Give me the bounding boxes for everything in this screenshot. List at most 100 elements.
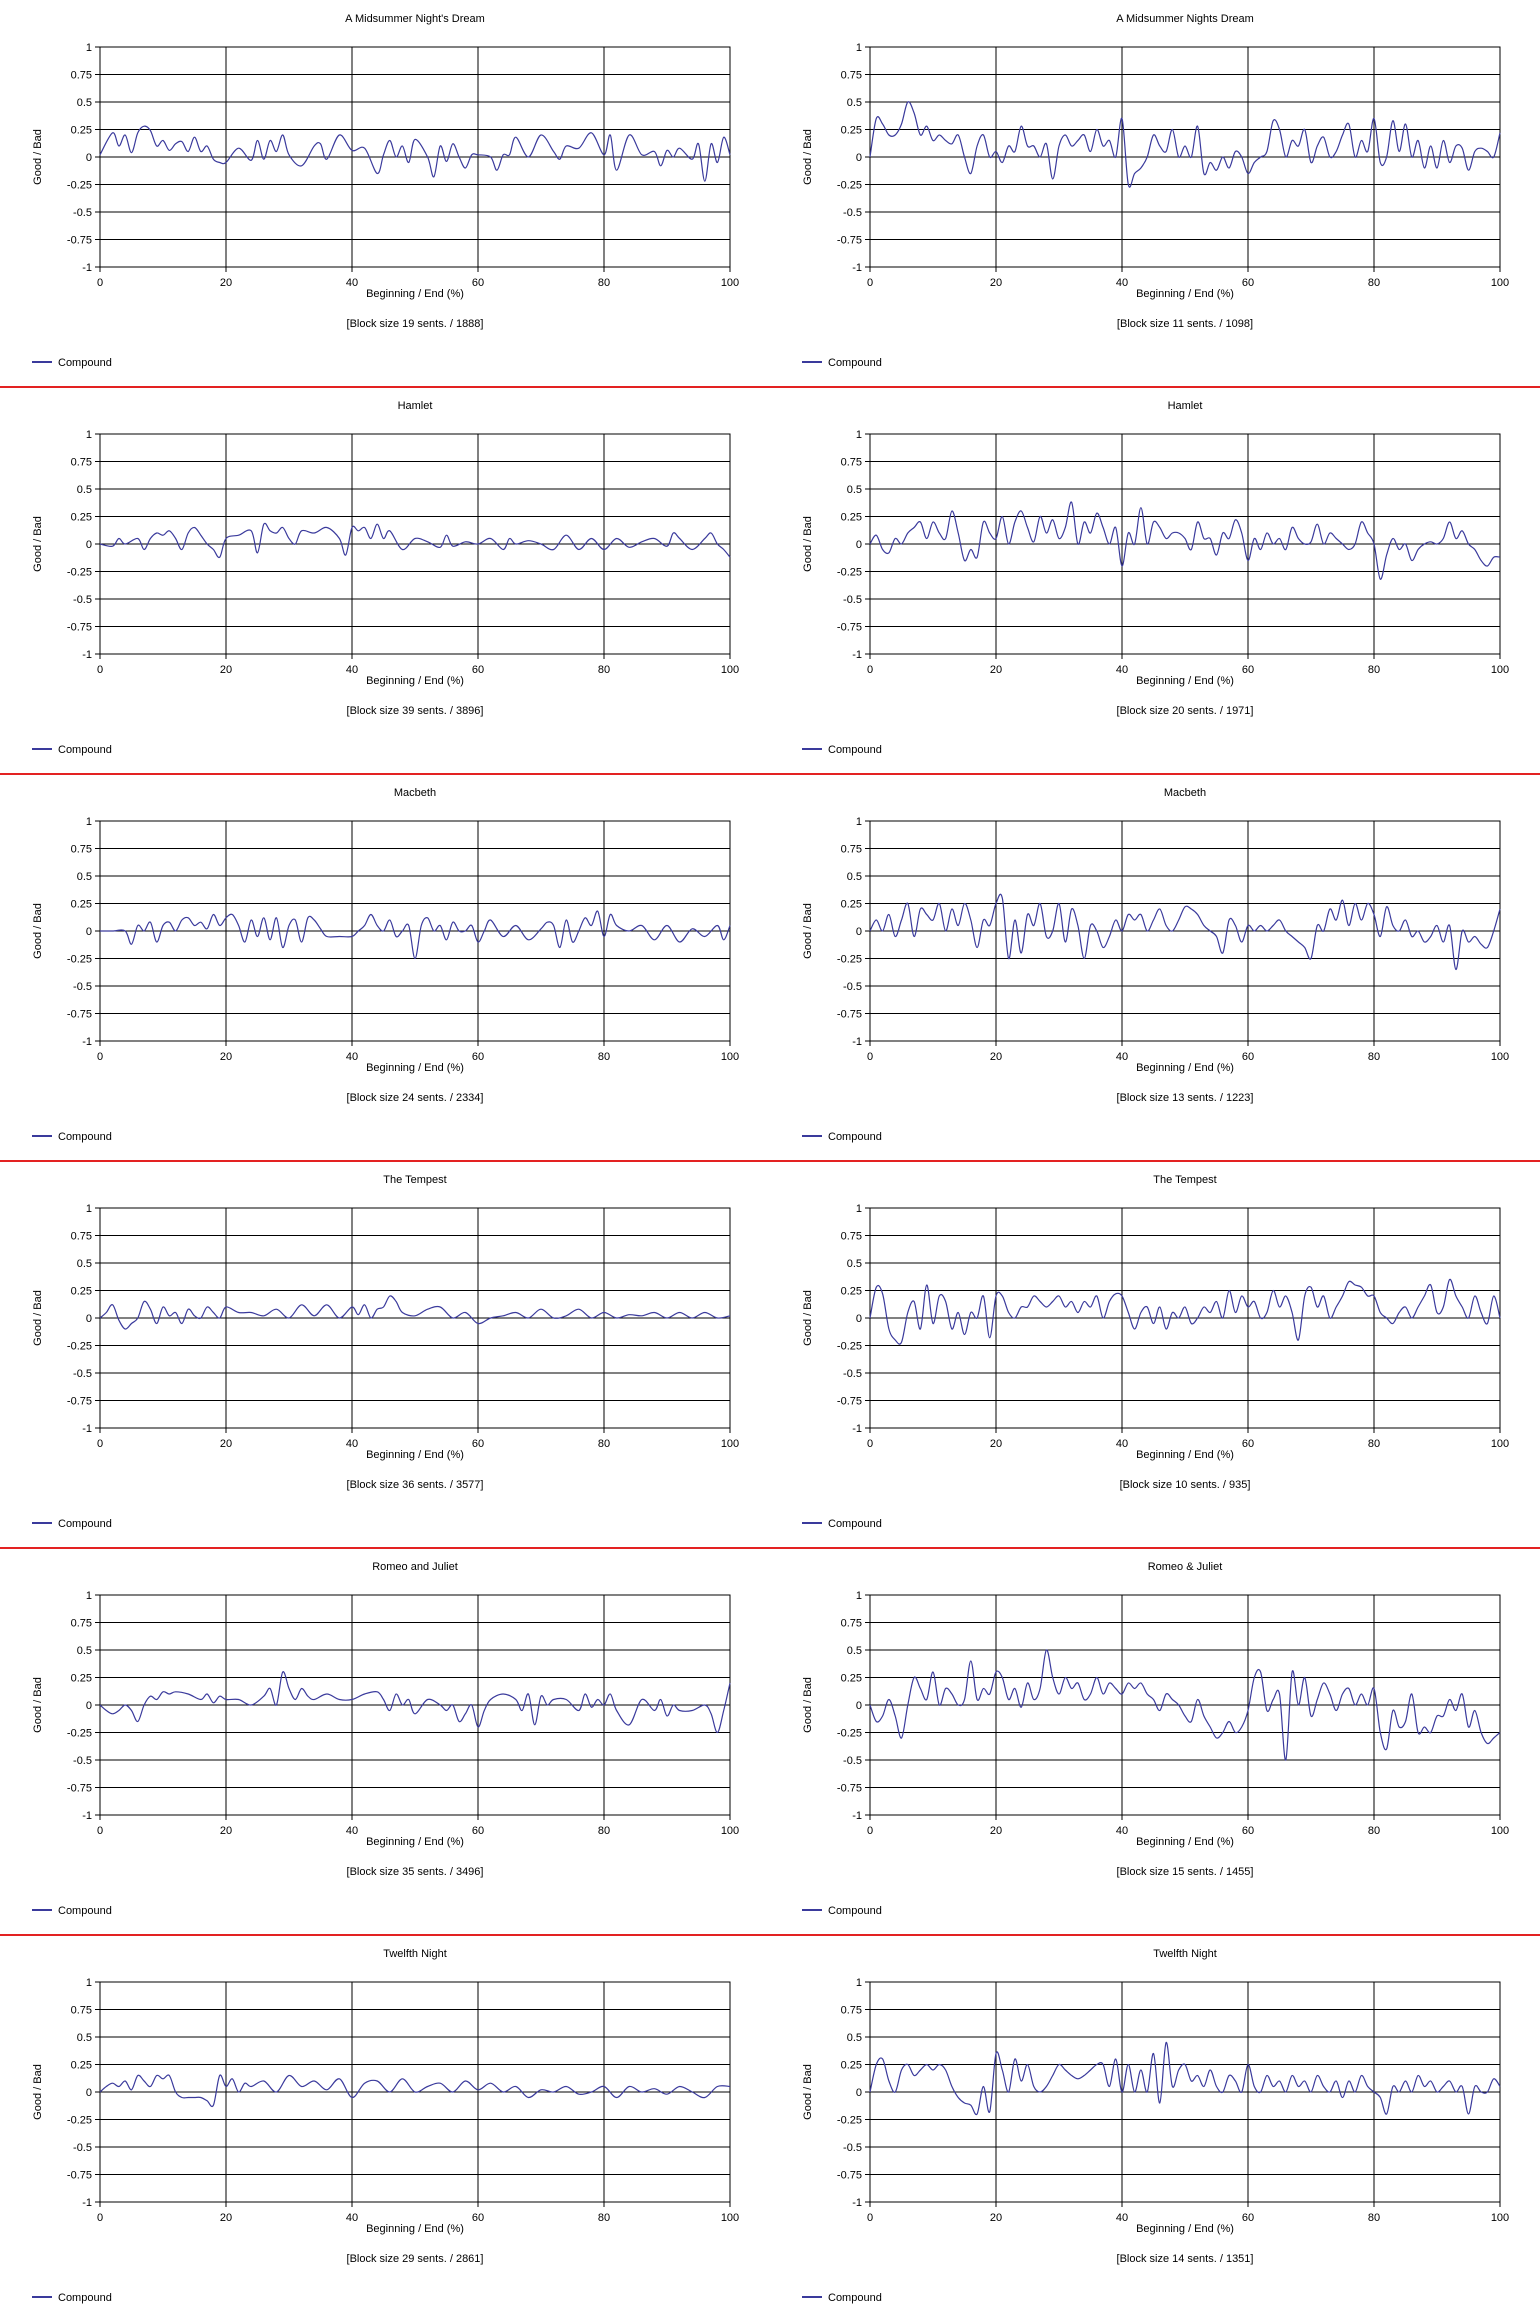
x-tick-label: 40	[1116, 1051, 1128, 1063]
y-tick-label: 0.75	[71, 1231, 92, 1243]
y-tick-label: -0.75	[67, 1009, 92, 1021]
y-axis-label: Good / Bad	[32, 1677, 44, 1733]
y-axis-label: Good / Bad	[802, 1290, 814, 1346]
chart-panel: Romeo & Juliet 1 0.75 0.5 0.25 0 -0.25 -0.5 -0.7…	[770, 1548, 1540, 1935]
x-tick-label: 0	[867, 1825, 873, 1837]
x-tick-label: 100	[721, 664, 739, 676]
x-tick-label: 0	[97, 2212, 103, 2224]
x-tick-label: 100	[1491, 2212, 1509, 2224]
chart-title: A Midsummer Night's Dream	[345, 13, 485, 25]
y-tick-label: 0.75	[71, 70, 92, 82]
x-axis-label: Beginning / End (%)	[366, 2223, 464, 2235]
series-line-compound	[99, 1671, 731, 1734]
line-chart: Twelfth Night 1 0.75 0.5 0.25 0 -0.25 -0.5 -0.75…	[802, 1948, 1509, 2304]
legend-label: Compound	[58, 1905, 112, 1917]
y-tick-label: -0.75	[837, 1396, 862, 1408]
chart-caption: [Block size 10 sents. / 935]	[1120, 1479, 1251, 1491]
y-tick-label: -0.75	[837, 2170, 862, 2182]
y-tick-label: 1	[86, 1977, 92, 1989]
chart-caption: [Block size 36 sents. / 3577]	[347, 1479, 484, 1491]
y-tick-label: 0.25	[841, 1286, 862, 1298]
chart-caption: [Block size 39 sents. / 3896]	[347, 705, 484, 717]
y-tick-label: 0.25	[841, 899, 862, 911]
chart-title: Hamlet	[1168, 400, 1203, 412]
chart-caption: [Block size 19 sents. / 1888]	[347, 318, 484, 330]
y-tick-label: 0.25	[71, 1286, 92, 1298]
y-tick-label: 0.75	[71, 2005, 92, 2017]
x-tick-label: 20	[220, 1438, 232, 1450]
x-tick-label: 60	[1242, 664, 1254, 676]
y-tick-label: -0.75	[67, 1396, 92, 1408]
x-tick-label: 20	[220, 1051, 232, 1063]
y-tick-label: -1	[82, 649, 92, 661]
x-tick-label: 20	[990, 664, 1002, 676]
y-tick-label: 0.5	[77, 97, 92, 109]
x-tick-label: 80	[1368, 1438, 1380, 1450]
x-tick-label: 0	[867, 2212, 873, 2224]
series-line-compound	[869, 1649, 1501, 1761]
x-tick-label: 60	[472, 1051, 484, 1063]
x-tick-label: 40	[346, 1051, 358, 1063]
x-axis-label: Beginning / End (%)	[366, 1836, 464, 1848]
y-tick-label: 0.75	[841, 1231, 862, 1243]
y-tick-label: 0.5	[847, 484, 862, 496]
y-tick-label: 0.5	[77, 1645, 92, 1657]
chart-caption: [Block size 11 sents. / 1098]	[1117, 318, 1253, 330]
row-divider	[0, 1934, 1540, 1936]
y-tick-label: -0.5	[843, 207, 862, 219]
x-tick-label: 60	[472, 2212, 484, 2224]
chart-panel: Romeo and Juliet 1 0.75 0.5 0.25 0 -0.25 -0.5 -0…	[0, 1548, 770, 1935]
chart-caption: [Block size 35 sents. / 3496]	[347, 1866, 484, 1878]
x-tick-label: 100	[1491, 1051, 1509, 1063]
y-tick-label: 0.25	[841, 125, 862, 137]
y-tick-label: 0.5	[847, 97, 862, 109]
x-axis-label: Beginning / End (%)	[366, 288, 464, 300]
y-tick-label: -0.5	[843, 1755, 862, 1767]
y-tick-label: -0.5	[843, 1368, 862, 1380]
line-chart: Macbeth 1 0.75 0.5 0.25 0 -0.25 -0.5 -0.75 -1 0 20 4…	[802, 787, 1509, 1143]
chart-row: Macbeth 1 0.75 0.5 0.25 0 -0.25 -0.5 -0.75 -1 0 20 4…	[0, 774, 1540, 1161]
x-tick-label: 60	[472, 1825, 484, 1837]
chart-panel: Twelfth Night 1 0.75 0.5 0.25 0 -0.25 -0.5 -0.75…	[770, 1935, 1540, 2322]
series-line-compound	[99, 2074, 731, 2108]
x-tick-label: 80	[598, 664, 610, 676]
chart-row: Hamlet 1 0.75 0.5 0.25 0 -0.25 -0.5 -0.75 -1 0 20 40…	[0, 387, 1540, 774]
y-tick-label: -1	[852, 649, 862, 661]
y-tick-label: -1	[82, 262, 92, 274]
x-tick-label: 0	[97, 277, 103, 289]
x-tick-label: 60	[1242, 277, 1254, 289]
y-tick-label: -1	[852, 1036, 862, 1048]
y-tick-label: 0.5	[847, 1258, 862, 1270]
x-tick-label: 0	[97, 664, 103, 676]
y-tick-label: -0.25	[67, 1341, 92, 1353]
y-axis-label: Good / Bad	[802, 2064, 814, 2120]
x-tick-label: 100	[721, 2212, 739, 2224]
chart-title: Macbeth	[394, 787, 436, 799]
x-tick-label: 0	[97, 1051, 103, 1063]
y-tick-label: 0.5	[847, 2032, 862, 2044]
y-tick-label: 0.25	[71, 1673, 92, 1685]
x-tick-label: 80	[1368, 664, 1380, 676]
y-tick-label: -0.25	[67, 954, 92, 966]
x-tick-label: 60	[1242, 1825, 1254, 1837]
x-axis-label: Beginning / End (%)	[1136, 675, 1234, 687]
y-tick-label: -0.75	[837, 1009, 862, 1021]
y-tick-label: -1	[82, 1423, 92, 1435]
y-tick-label: -0.5	[843, 2142, 862, 2154]
x-tick-label: 100	[1491, 1438, 1509, 1450]
chart-panel: A Midsummer Nights Dream 1 0.75 0.5 0.25 0 -0.…	[770, 0, 1540, 387]
y-tick-label: -0.75	[67, 235, 92, 247]
chart-panel: Twelfth Night 1 0.75 0.5 0.25 0 -0.25 -0.5 -0.75…	[0, 1935, 770, 2322]
line-chart: Romeo & Juliet 1 0.75 0.5 0.25 0 -0.25 -0.5 -0.7…	[802, 1561, 1509, 1917]
line-chart: Hamlet 1 0.75 0.5 0.25 0 -0.25 -0.5 -0.75 -1 0 20 40…	[32, 400, 739, 756]
row-divider	[0, 773, 1540, 775]
x-tick-label: 40	[1116, 1438, 1128, 1450]
chart-panel: Hamlet 1 0.75 0.5 0.25 0 -0.25 -0.5 -0.75 -1 0 20 40…	[770, 387, 1540, 774]
y-tick-label: 0.25	[841, 2060, 862, 2072]
y-tick-label: -0.5	[73, 1755, 92, 1767]
y-tick-label: 1	[856, 816, 862, 828]
x-axis-label: Beginning / End (%)	[1136, 2223, 1234, 2235]
series-line-compound	[869, 2041, 1501, 2116]
y-axis-label: Good / Bad	[802, 1677, 814, 1733]
